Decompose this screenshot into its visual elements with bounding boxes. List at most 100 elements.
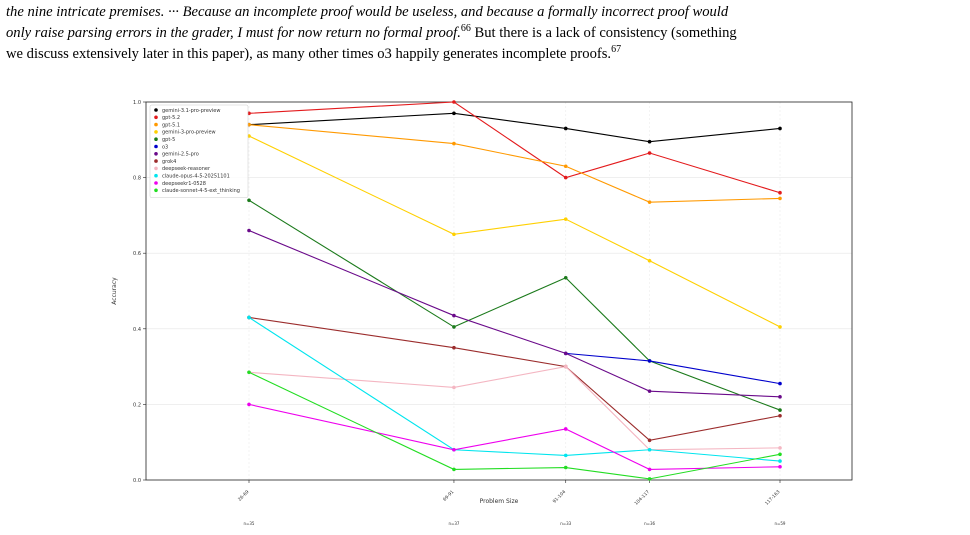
sample-count: n=37 bbox=[448, 521, 459, 526]
legend-entry: deepseekr1-0528 bbox=[162, 181, 206, 187]
legend-entry: deepseek-reasoner bbox=[162, 166, 211, 172]
y-tick-label: 0.0 bbox=[133, 478, 141, 484]
legend-marker bbox=[154, 181, 158, 185]
legend-marker bbox=[154, 152, 158, 156]
data-point bbox=[452, 325, 456, 329]
data-point bbox=[647, 359, 652, 363]
data-point bbox=[247, 370, 251, 375]
data-point bbox=[452, 467, 456, 472]
data-point bbox=[563, 364, 568, 369]
x-tick-label: 69-91 bbox=[442, 489, 456, 503]
legend-marker bbox=[154, 166, 158, 171]
data-point bbox=[563, 126, 568, 131]
legend-marker bbox=[154, 144, 158, 149]
data-point bbox=[778, 325, 782, 329]
paragraph-line-2: only raise parsing errors in the grader,… bbox=[6, 23, 964, 44]
series-line bbox=[248, 371, 781, 480]
y-tick-label: 1.0 bbox=[133, 100, 141, 106]
series-line bbox=[248, 135, 781, 328]
x-tick-label: 91-104 bbox=[552, 489, 568, 505]
data-point bbox=[778, 408, 782, 412]
paragraph-line-3: we discuss extensively later in this pap… bbox=[6, 44, 964, 65]
plot-frame bbox=[145, 101, 853, 481]
legend-marker bbox=[154, 115, 158, 120]
data-point bbox=[563, 175, 568, 180]
sample-count: n=35 bbox=[244, 521, 255, 526]
data-point bbox=[563, 351, 568, 356]
data-point bbox=[778, 126, 782, 131]
series-line bbox=[248, 112, 781, 143]
series-line bbox=[248, 366, 781, 451]
data-point bbox=[563, 465, 568, 470]
data-point bbox=[452, 313, 456, 318]
legend-marker bbox=[154, 188, 158, 193]
data-point bbox=[778, 196, 782, 201]
y-tick-label: 0.6 bbox=[133, 251, 141, 257]
data-point bbox=[778, 464, 782, 469]
data-point bbox=[452, 232, 456, 237]
data-point bbox=[778, 381, 782, 386]
data-point bbox=[778, 459, 782, 463]
sample-count: n=59 bbox=[775, 521, 786, 526]
x-tick-label: 117-163 bbox=[764, 489, 782, 507]
legend-marker bbox=[154, 137, 158, 141]
series-line bbox=[565, 352, 781, 385]
body-paragraph: the nine intricate premises. ··· Because… bbox=[6, 2, 964, 65]
legend-entry: gemini-3-pro-preview bbox=[162, 130, 216, 136]
legend-entry: o3 bbox=[162, 144, 168, 150]
accuracy-line-chart: 0.0 0.2 0.4 0.6 0.8 1.0 26-69 69-91 91-104 104-1… bbox=[111, 100, 853, 526]
body-text-3: we discuss extensively later in this pap… bbox=[6, 46, 612, 62]
series-line bbox=[248, 316, 781, 462]
footnote-ref-67[interactable]: 67 bbox=[611, 44, 622, 55]
data-point bbox=[647, 200, 652, 204]
x-tick-label: 104-117 bbox=[633, 489, 651, 507]
y-axis-label: Accuracy bbox=[111, 277, 118, 305]
data-point bbox=[647, 151, 652, 155]
y-tick-label: 0.8 bbox=[133, 176, 141, 182]
data-point bbox=[452, 141, 456, 146]
data-point bbox=[647, 438, 652, 443]
data-point bbox=[247, 402, 251, 407]
series-line bbox=[248, 230, 781, 398]
legend-entry: gemini-3.1-pro-preview bbox=[162, 108, 220, 114]
legend-marker bbox=[154, 159, 158, 163]
data-point bbox=[452, 100, 456, 104]
data-point bbox=[647, 139, 652, 144]
data-point bbox=[647, 467, 652, 472]
y-tick-label: 0.4 bbox=[133, 327, 141, 333]
data-point bbox=[563, 453, 568, 458]
data-point bbox=[452, 345, 456, 350]
legend-entry: gpt-5 bbox=[162, 137, 175, 143]
quote-text-2: only raise parsing errors in the grader,… bbox=[6, 25, 461, 41]
data-point bbox=[563, 217, 568, 221]
series-line bbox=[248, 101, 781, 194]
data-point bbox=[563, 275, 568, 280]
data-point bbox=[647, 477, 652, 481]
legend-entry: gpt-5.2 bbox=[162, 115, 180, 121]
data-point bbox=[778, 446, 782, 450]
footnote-ref-66[interactable]: 66 bbox=[460, 23, 471, 34]
legend-entry: claude-opus-4-5-20251101 bbox=[162, 174, 230, 180]
legend-marker bbox=[154, 173, 158, 178]
data-point bbox=[778, 190, 782, 195]
x-tick-label: 26-69 bbox=[237, 489, 251, 503]
chart-series bbox=[247, 100, 782, 481]
sample-counts: n=35 n=37 n=33 n=36 n=59 bbox=[244, 521, 786, 526]
body-text-2: But there is a lack of consistency (some… bbox=[470, 25, 737, 41]
x-axis-label: Problem Size bbox=[480, 498, 519, 505]
data-point bbox=[647, 447, 652, 452]
y-tick-label: 0.2 bbox=[133, 402, 141, 408]
data-point bbox=[452, 111, 456, 116]
data-point bbox=[247, 198, 251, 203]
legend-entry: gemini-2.5-pro bbox=[162, 152, 199, 158]
data-point bbox=[247, 315, 251, 320]
sample-count: n=36 bbox=[644, 521, 655, 526]
paragraph-line-1: the nine intricate premises. ··· Because… bbox=[6, 2, 964, 23]
data-point bbox=[647, 258, 652, 263]
legend-marker bbox=[154, 122, 158, 127]
legend-box bbox=[149, 104, 249, 198]
legend-entry: grok4 bbox=[162, 159, 176, 165]
data-point bbox=[778, 452, 782, 457]
legend-marker bbox=[154, 130, 158, 134]
